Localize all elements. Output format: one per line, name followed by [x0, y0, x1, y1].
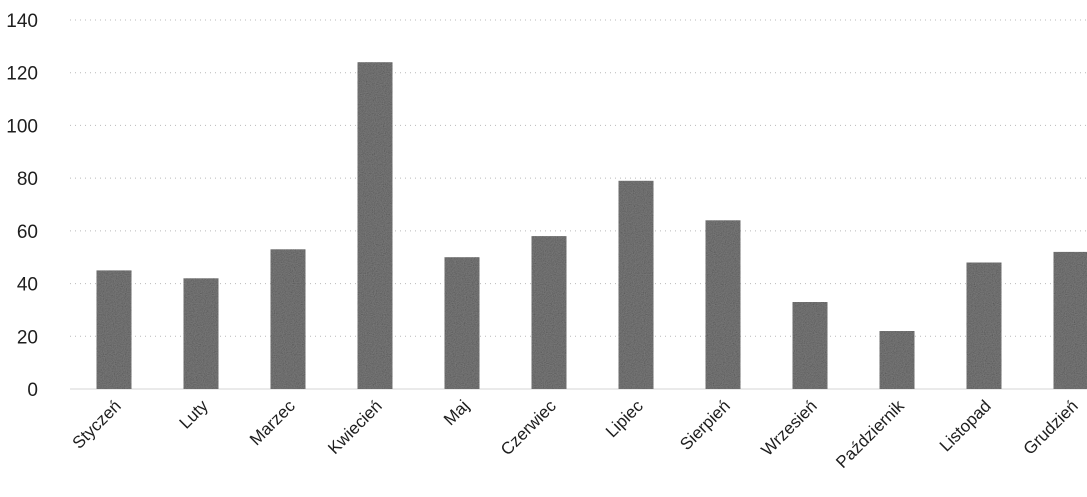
y-tick-label: 100 [6, 116, 38, 137]
x-category-label: Marzec [246, 396, 299, 449]
x-axis-category-labels: Styczeń Luty Marzec Kwiecień Maj Czerwiec Lipi… [69, 396, 1082, 472]
x-category-label: Październik [832, 396, 908, 472]
bar-0 [96, 270, 132, 389]
bar-8 [792, 302, 828, 389]
bars [96, 62, 1087, 389]
bar-7 [705, 220, 741, 389]
x-category-label: Czerwiec [497, 396, 560, 459]
bar-9 [879, 331, 915, 389]
x-category-label: Lipiec [602, 396, 647, 441]
bar-10 [966, 262, 1002, 389]
x-category-label: Styczeń [69, 396, 125, 452]
y-tick-label: 40 [17, 275, 38, 296]
x-category-label: Grudzień [1020, 396, 1082, 458]
bar-1 [183, 278, 219, 389]
y-tick-label: 140 [6, 11, 38, 32]
bar-3 [357, 62, 393, 389]
x-category-label: Sierpień [676, 396, 734, 454]
y-tick-label: 80 [17, 169, 38, 190]
bar-5 [531, 236, 567, 389]
bar-2 [270, 249, 306, 389]
y-tick-label: 0 [27, 380, 38, 401]
bar-11 [1053, 251, 1087, 389]
x-category-label: Luty [176, 396, 213, 433]
x-category-label: Listopad [936, 396, 995, 455]
y-tick-label: 60 [17, 222, 38, 243]
y-tick-label: 120 [6, 64, 38, 85]
bar-4 [444, 257, 480, 389]
bar-6 [618, 180, 654, 389]
x-category-label: Wrzesień [758, 396, 821, 459]
x-category-label: Kwiecień [324, 396, 386, 458]
y-axis-tick-labels: 0 20 40 60 80 100 120 140 [6, 11, 38, 401]
x-category-label: Maj [440, 396, 473, 429]
gridlines [70, 19, 1087, 390]
y-tick-label: 20 [17, 327, 38, 348]
